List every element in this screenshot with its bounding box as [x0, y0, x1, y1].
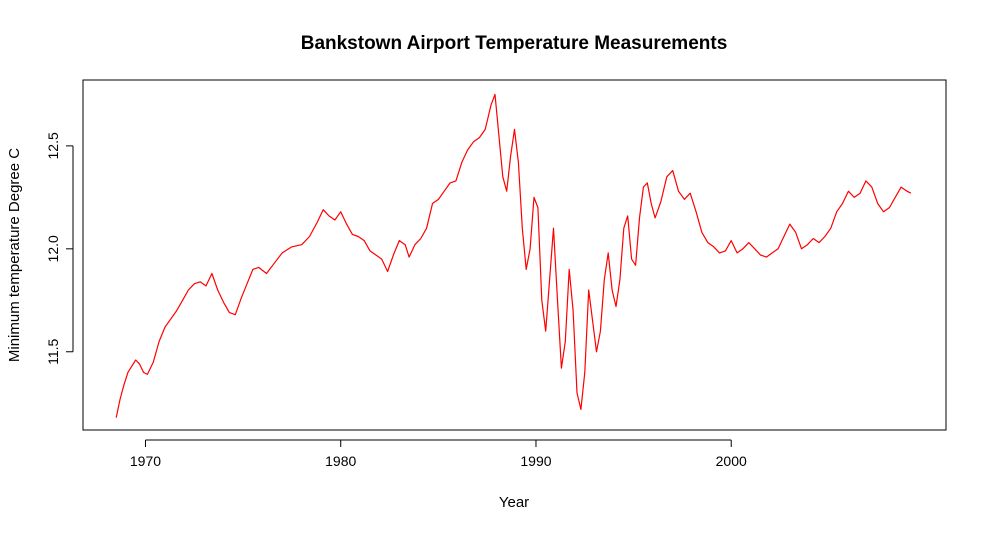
chart-title: Bankstown Airport Temperature Measuremen… [301, 33, 728, 54]
series-group [115, 93, 912, 418]
series-line [115, 93, 912, 418]
x-axis: 1970 1980 1990 2000 [130, 439, 747, 469]
y-tick-label: 12.0 [45, 235, 61, 262]
y-axis-label: Minimum temperature Degree C [6, 148, 23, 362]
x-axis-label: Year [499, 494, 529, 511]
x-tick-label: 1980 [325, 453, 356, 469]
y-tick-label: 11.5 [45, 338, 61, 364]
plot-frame [82, 79, 947, 431]
x-tick-label: 1990 [520, 453, 551, 469]
y-tick-label: 12.5 [45, 132, 61, 159]
y-axis: 11.5 12.0 12.5 [45, 132, 74, 365]
x-tick-label: 2000 [716, 453, 747, 469]
x-tick-label: 1970 [130, 453, 161, 469]
